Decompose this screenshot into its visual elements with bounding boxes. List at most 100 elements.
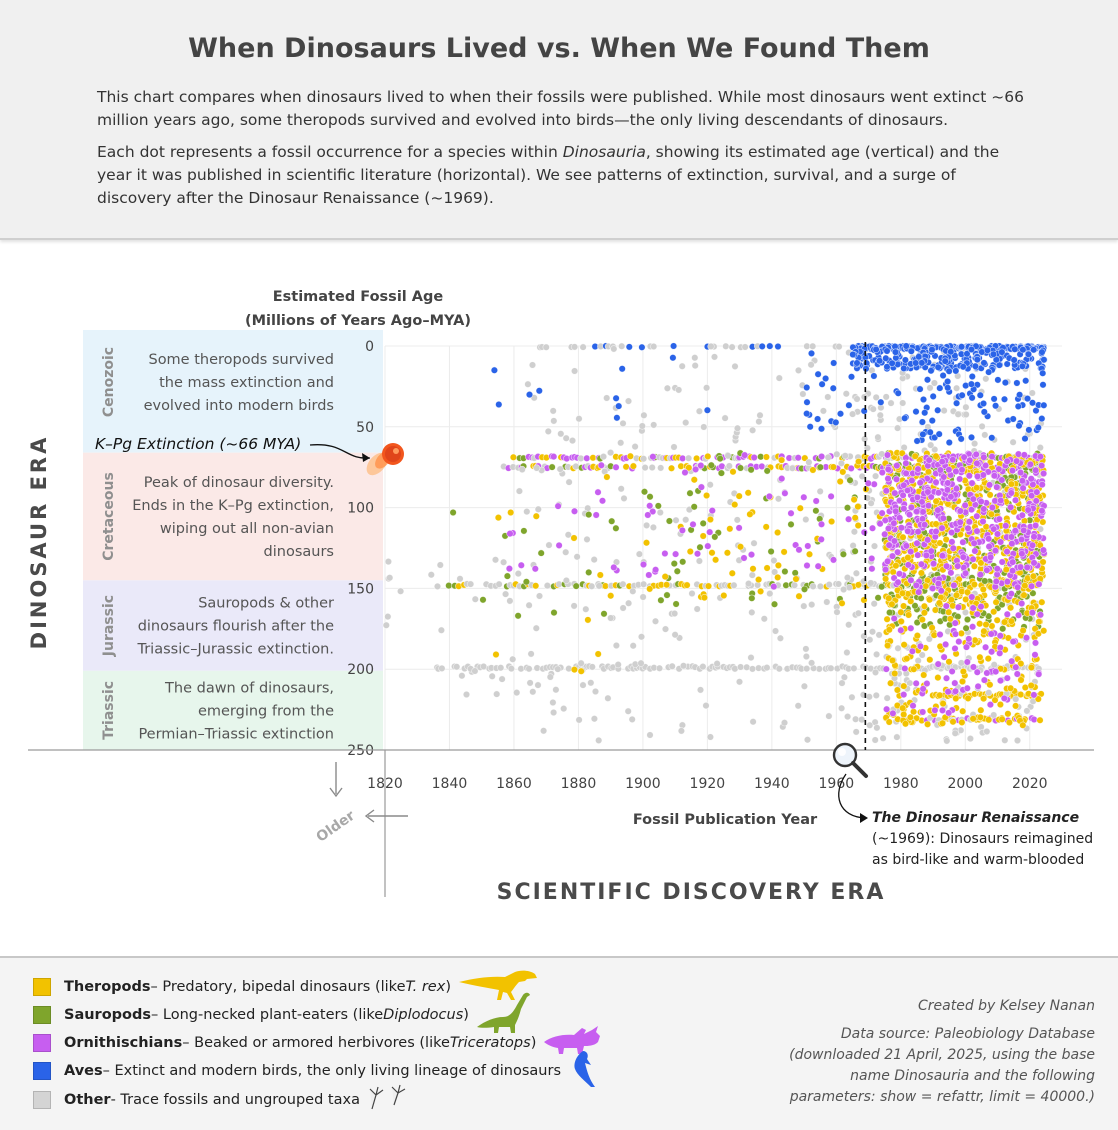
point-ornithischians	[973, 668, 981, 676]
renaissance-arrowhead	[860, 813, 868, 823]
point-theropods	[706, 515, 715, 524]
point-theropods	[1019, 626, 1027, 635]
point-other	[803, 736, 812, 744]
point-other	[749, 718, 757, 726]
point-ornithischians	[817, 535, 825, 544]
sauropod-silhouette-icon	[475, 991, 535, 1039]
era-band-cretaceous	[83, 452, 383, 581]
point-theropods	[936, 691, 944, 699]
point-ornithischians	[934, 660, 942, 668]
point-theropods	[920, 671, 928, 679]
point-other	[843, 648, 851, 657]
point-sauropods	[663, 591, 671, 599]
point-theropods	[1011, 702, 1020, 710]
point-ornithischians	[995, 515, 1003, 523]
point-other	[931, 445, 939, 454]
point-theropods	[838, 599, 846, 607]
point-other	[534, 681, 542, 689]
point-ornithischians	[993, 483, 1001, 491]
point-ornithischians	[765, 492, 774, 500]
point-other	[841, 452, 849, 460]
point-ornithischians	[895, 570, 904, 578]
point-theropods	[907, 597, 915, 605]
point-ornithischians	[892, 475, 901, 483]
point-aves	[817, 425, 826, 433]
legend-desc-em: Triceratops	[449, 1035, 531, 1051]
point-other	[556, 465, 564, 473]
point-other	[604, 694, 612, 702]
point-theropods	[1020, 591, 1028, 599]
point-theropods	[792, 575, 800, 583]
legend-desc-a: – Predatory, bipedal dinosaurs (like	[150, 979, 406, 995]
point-other	[771, 627, 780, 635]
point-other	[702, 384, 711, 392]
point-theropods	[756, 587, 765, 596]
point-other	[990, 711, 998, 719]
point-other	[914, 657, 922, 665]
renaissance-text-2: as bird-like and warm-blooded	[872, 852, 1084, 868]
point-aves	[916, 385, 924, 393]
point-sauropods	[747, 466, 755, 474]
point-ornithischians	[597, 461, 605, 469]
x-tick-label: 1840	[432, 776, 468, 792]
point-sauropods	[679, 558, 687, 566]
point-ornithischians	[995, 465, 1003, 473]
point-aves	[613, 414, 621, 422]
point-theropods	[829, 463, 838, 471]
point-ornithischians	[891, 489, 899, 497]
point-other	[872, 393, 880, 401]
point-ornithischians	[972, 450, 980, 458]
point-ornithischians	[827, 492, 835, 500]
point-theropods	[973, 484, 981, 492]
point-other	[731, 362, 739, 370]
point-ornithischians	[888, 552, 897, 560]
point-other	[462, 690, 471, 699]
era-name-cretaceous: Cretaceous	[101, 472, 117, 561]
point-theropods	[945, 658, 953, 666]
legend-item-other: Other - Trace fossils and ungrouped taxa	[33, 1084, 414, 1111]
point-ornithischians	[1012, 457, 1021, 465]
point-ornithischians	[895, 497, 904, 505]
point-other	[875, 631, 883, 639]
point-ornithischians	[1030, 715, 1038, 724]
point-other	[706, 481, 714, 489]
point-ornithischians	[1017, 535, 1026, 544]
point-other	[529, 688, 537, 696]
point-other	[870, 600, 878, 608]
era-description-line: Permian–Triassic extinction	[138, 726, 334, 742]
point-ornithischians	[962, 643, 971, 651]
point-ornithischians	[1031, 639, 1040, 647]
point-theropods	[1007, 617, 1016, 625]
y-tick-label: 50	[356, 420, 374, 436]
point-theropods	[932, 520, 940, 528]
point-ornithischians	[612, 463, 620, 471]
point-other	[427, 571, 435, 579]
point-sauropods	[911, 602, 919, 610]
point-theropods	[795, 592, 803, 600]
point-other	[693, 605, 701, 613]
point-aves	[1038, 348, 1046, 356]
legend-item-aves: Aves – Extinct and modern birds, the onl…	[33, 1051, 597, 1087]
point-ornithischians	[697, 483, 706, 491]
point-other	[978, 422, 986, 430]
point-ornithischians	[884, 475, 892, 483]
point-sauropods	[843, 504, 852, 512]
point-ornithischians	[959, 538, 967, 546]
point-other	[1012, 695, 1020, 703]
point-ornithischians	[951, 644, 959, 653]
point-ornithischians	[1003, 674, 1011, 682]
point-ornithischians	[881, 530, 889, 538]
point-other	[570, 367, 579, 375]
point-theropods	[570, 666, 579, 674]
legend-swatch	[33, 978, 51, 996]
point-other	[595, 736, 603, 745]
point-other	[887, 399, 895, 407]
point-ornithischians	[969, 555, 977, 563]
point-other	[860, 632, 868, 640]
point-other	[545, 541, 553, 549]
point-other	[617, 485, 625, 493]
point-other	[500, 558, 508, 566]
point-theropods	[773, 528, 782, 537]
point-aves	[870, 372, 878, 380]
point-other	[637, 633, 646, 641]
